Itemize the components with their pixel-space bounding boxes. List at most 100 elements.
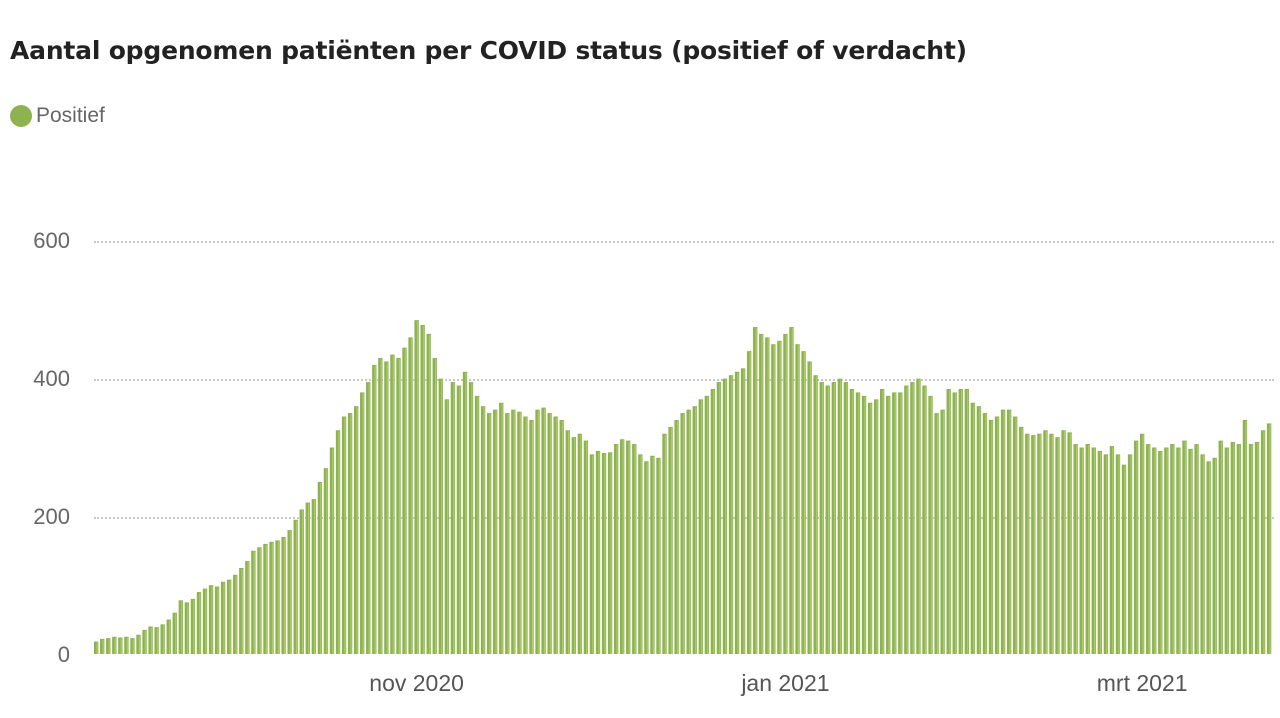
- bar[interactable]: [456, 385, 462, 654]
- bar[interactable]: [202, 588, 208, 654]
- bar[interactable]: [493, 409, 498, 654]
- bar[interactable]: [1266, 423, 1272, 654]
- bar[interactable]: [819, 382, 824, 654]
- bar[interactable]: [106, 638, 111, 654]
- bar[interactable]: [1260, 430, 1266, 654]
- bar[interactable]: [964, 388, 969, 654]
- bar[interactable]: [607, 452, 613, 654]
- bar[interactable]: [825, 385, 830, 654]
- bar[interactable]: [239, 567, 244, 654]
- bar[interactable]: [1242, 419, 1248, 654]
- bar[interactable]: [535, 409, 540, 654]
- bar[interactable]: [426, 333, 431, 654]
- bar[interactable]: [372, 364, 377, 654]
- bar[interactable]: [837, 378, 843, 654]
- bar[interactable]: [928, 395, 933, 655]
- bar[interactable]: [360, 392, 365, 654]
- bar[interactable]: [1170, 444, 1175, 654]
- bar[interactable]: [396, 358, 401, 654]
- bar[interactable]: [632, 444, 637, 654]
- bar[interactable]: [1031, 435, 1036, 654]
- bar[interactable]: [335, 430, 341, 654]
- bar[interactable]: [662, 433, 667, 654]
- bar[interactable]: [275, 540, 280, 654]
- bar[interactable]: [1103, 454, 1109, 654]
- bar[interactable]: [613, 444, 619, 654]
- bar[interactable]: [789, 327, 794, 654]
- bar[interactable]: [293, 519, 298, 654]
- bar[interactable]: [1200, 454, 1205, 654]
- bar[interactable]: [480, 406, 486, 654]
- bar[interactable]: [1146, 444, 1151, 654]
- bar[interactable]: [505, 413, 510, 654]
- bar[interactable]: [190, 598, 196, 654]
- bar[interactable]: [692, 406, 697, 654]
- bar[interactable]: [898, 392, 903, 654]
- bar[interactable]: [1248, 444, 1254, 654]
- bar[interactable]: [1139, 433, 1145, 654]
- bar[interactable]: [728, 375, 734, 654]
- bar[interactable]: [1194, 444, 1199, 654]
- bar[interactable]: [710, 388, 716, 654]
- bar[interactable]: [414, 320, 419, 654]
- bar[interactable]: [233, 574, 238, 654]
- bar[interactable]: [988, 419, 994, 654]
- bar[interactable]: [952, 392, 957, 654]
- bar[interactable]: [589, 454, 595, 654]
- bar[interactable]: [1067, 432, 1072, 654]
- bar[interactable]: [378, 358, 383, 654]
- bar[interactable]: [765, 337, 770, 654]
- bar[interactable]: [753, 327, 758, 654]
- bar[interactable]: [184, 602, 190, 655]
- bar[interactable]: [1079, 447, 1084, 655]
- bar[interactable]: [583, 440, 589, 654]
- bar[interactable]: [148, 626, 153, 654]
- bar[interactable]: [420, 324, 425, 654]
- bar[interactable]: [1013, 416, 1018, 654]
- bar[interactable]: [1230, 441, 1236, 654]
- bar[interactable]: [468, 382, 474, 654]
- bar[interactable]: [674, 419, 679, 654]
- bar[interactable]: [517, 411, 522, 654]
- bar[interactable]: [910, 382, 915, 654]
- bar[interactable]: [529, 419, 534, 654]
- bar[interactable]: [1254, 441, 1260, 654]
- bar[interactable]: [299, 509, 304, 654]
- bar[interactable]: [118, 637, 123, 654]
- bar[interactable]: [547, 413, 552, 654]
- bar[interactable]: [855, 392, 861, 654]
- bar[interactable]: [577, 433, 583, 654]
- bar[interactable]: [329, 447, 335, 655]
- bar[interactable]: [1025, 433, 1030, 654]
- bar[interactable]: [970, 402, 976, 654]
- bar[interactable]: [831, 382, 836, 654]
- bar[interactable]: [390, 354, 395, 654]
- bar[interactable]: [746, 351, 752, 654]
- bar[interactable]: [1164, 447, 1169, 655]
- bar[interactable]: [1133, 440, 1139, 654]
- bar[interactable]: [281, 536, 286, 654]
- bar[interactable]: [160, 624, 165, 654]
- bar[interactable]: [124, 636, 129, 654]
- bar[interactable]: [227, 579, 232, 654]
- bar[interactable]: [474, 395, 480, 655]
- bar[interactable]: [178, 600, 183, 654]
- bar[interactable]: [595, 450, 601, 654]
- bar[interactable]: [353, 406, 359, 654]
- bar[interactable]: [366, 382, 371, 654]
- bar[interactable]: [1158, 450, 1163, 654]
- bar[interactable]: [722, 378, 728, 654]
- bar[interactable]: [892, 392, 897, 654]
- bar[interactable]: [1073, 444, 1078, 654]
- bar[interactable]: [650, 455, 655, 654]
- bar[interactable]: [783, 333, 788, 654]
- bar[interactable]: [1037, 433, 1042, 654]
- bar[interactable]: [771, 344, 776, 654]
- bar[interactable]: [214, 586, 220, 654]
- bar[interactable]: [620, 439, 625, 654]
- bar[interactable]: [734, 371, 740, 654]
- bar[interactable]: [402, 347, 407, 654]
- bar[interactable]: [1212, 457, 1217, 654]
- bar[interactable]: [1121, 464, 1127, 654]
- bar[interactable]: [1236, 444, 1242, 654]
